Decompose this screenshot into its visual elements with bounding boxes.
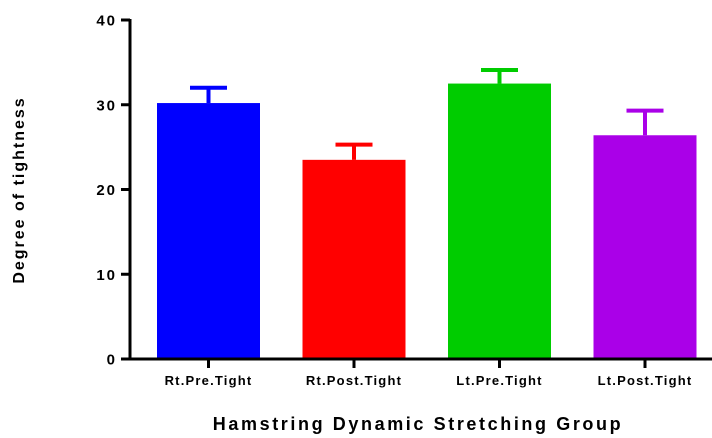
error-bars-group [190,68,664,160]
x-ticks-group: Rt.Pre.Tight Rt.Post.Tight Lt.Pre.Tight Lt.… [165,359,693,388]
y-ticks-group: 0 10 20 30 40 [96,13,130,369]
y-axis-title: Degree of tightness [11,96,28,283]
bar [302,159,406,359]
y-tick-label: 30 [96,97,117,114]
y-tick-label: 40 [96,13,117,30]
x-tick-label: Lt.Pre.Tight [456,373,542,388]
y-tick-label: 20 [96,182,117,199]
bars-group [157,83,697,360]
y-tick-label: 0 [107,352,117,369]
x-tick-label: Lt.Post.Tight [598,373,693,388]
bar [157,103,260,360]
bar [448,83,551,359]
x-axis-title: Hamstring Dynamic Stretching Group [213,414,623,434]
y-tick-label: 10 [96,267,117,284]
x-tick-label: Rt.Pre.Tight [165,373,253,388]
bar [593,135,697,359]
x-tick-label: Rt.Post.Tight [306,373,402,388]
